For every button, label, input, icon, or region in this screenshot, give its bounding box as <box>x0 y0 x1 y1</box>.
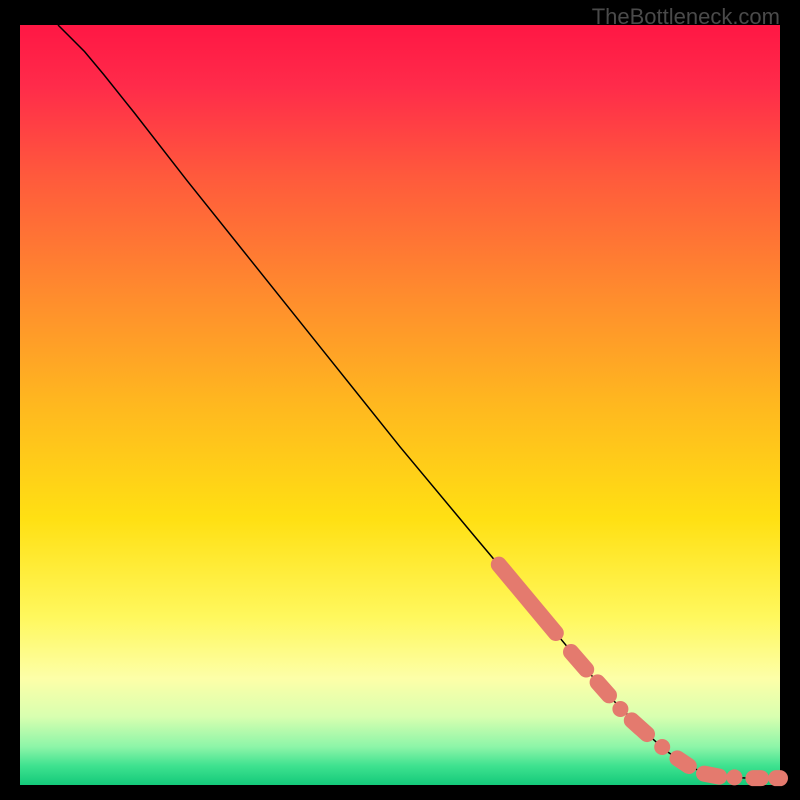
gradient-background <box>20 25 780 785</box>
bottleneck-chart <box>0 0 800 800</box>
watermark-text: TheBottleneck.com <box>592 4 780 30</box>
